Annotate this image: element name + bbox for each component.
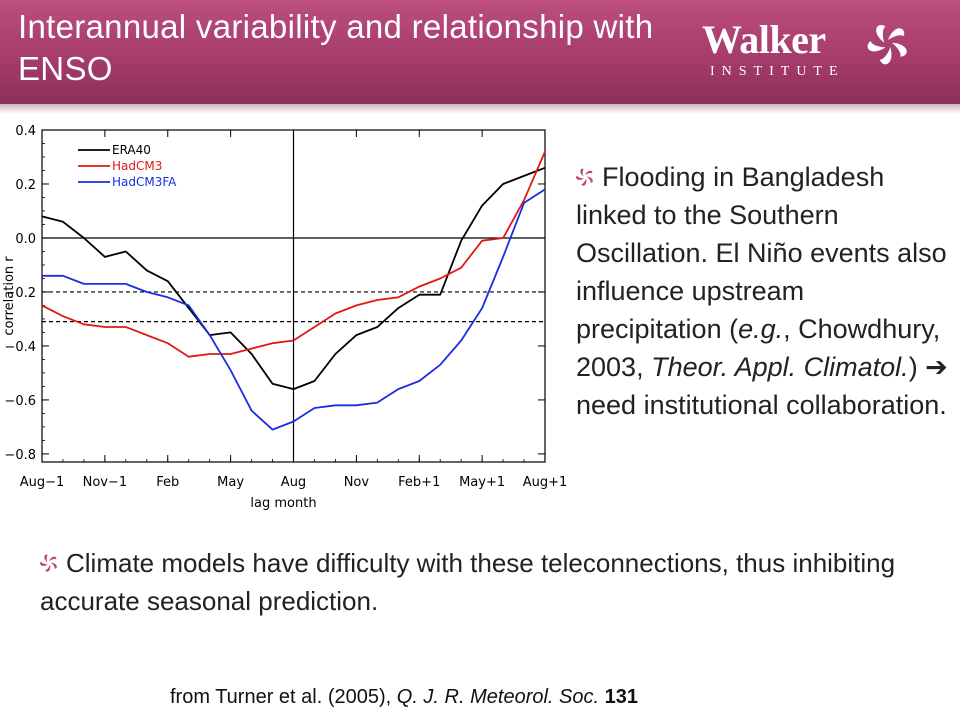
series-line-hadcm3 <box>41 151 546 358</box>
x-tick-label: Aug <box>281 475 306 490</box>
journal-name: Q. J. R. Meteorol. Soc. <box>396 686 600 708</box>
models-text: Climate models have difficulty with thes… <box>40 548 896 616</box>
y-tick-label: −0.2 <box>4 286 36 301</box>
y-tick-label: 0.4 <box>15 124 36 139</box>
y-axis-label: correlation r <box>2 256 17 336</box>
models-paragraph: Climate models have difficulty with thes… <box>40 544 940 620</box>
pinwheel-bullet-icon <box>576 168 593 186</box>
correlation-chart: 0.4 0.2 0.0 −0.2 −0.4 −0.6 −0.8 Aug−1 Nov−1 Feb Ma… <box>0 118 580 518</box>
x-tick-label: Nov <box>344 475 370 490</box>
y-tick-label: 0.2 <box>15 178 36 193</box>
logo-wordmark: Walker <box>702 17 826 62</box>
y-tick-label: 0.0 <box>15 232 36 247</box>
citation: from Turner et al. (2005), Q. J. R. Mete… <box>170 686 638 708</box>
italic-ref: Theor. Appl. Climatol. <box>651 352 909 382</box>
pinwheel-icon <box>867 25 907 65</box>
legend-label: HadCM3 <box>112 159 162 173</box>
title-band-shadow <box>0 104 960 114</box>
x-tick-label: Aug−1 <box>20 475 65 490</box>
flooding-paragraph: Flooding in Bangladesh linked to the Sou… <box>576 158 948 424</box>
title-band: Interannual variability and relationship… <box>0 0 960 104</box>
slide-title: Interannual variability and relationship… <box>18 8 654 87</box>
x-tick-label: May+1 <box>459 475 505 490</box>
chart-svg: 0.4 0.2 0.0 −0.2 −0.4 −0.6 −0.8 Aug−1 Nov−1 Feb Ma… <box>2 124 568 511</box>
flooding-text: Flooding in Bangladesh linked to the Sou… <box>576 162 948 420</box>
y-tick-label: −0.8 <box>4 448 36 463</box>
x-tick-label: Nov−1 <box>83 475 128 490</box>
walker-institute-logo: Walker INSTITUTE <box>702 14 922 86</box>
logo-subtitle: INSTITUTE <box>710 64 845 79</box>
x-tick-label: Aug+1 <box>523 475 568 490</box>
x-tick-label: Feb+1 <box>398 475 440 490</box>
italic-ref: e.g. <box>738 314 784 344</box>
x-tick-label: May <box>217 475 244 490</box>
y-tick-label: −0.6 <box>4 394 36 409</box>
y-tick-label: −0.4 <box>4 340 36 355</box>
legend-label: ERA40 <box>112 143 151 157</box>
x-axis-label: lag month <box>250 496 316 511</box>
series-line-hadcm3fa <box>42 188 546 431</box>
pinwheel-bullet-icon <box>40 554 57 572</box>
series-line-era40 <box>41 166 546 391</box>
volume-number: 131 <box>604 686 638 708</box>
legend-label: HadCM3FA <box>112 175 177 189</box>
x-tick-label: Feb <box>156 475 179 490</box>
